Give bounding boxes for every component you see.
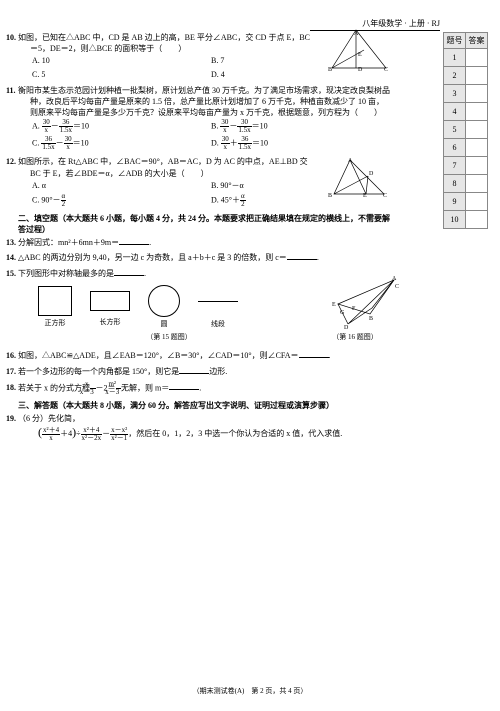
q10-opt-c: C. 5 — [32, 68, 211, 81]
q14-end: . — [317, 253, 319, 262]
ans-cell — [466, 49, 488, 67]
shape-rect: 长方形 — [90, 287, 130, 328]
ans-cell — [466, 211, 488, 229]
svg-text:C: C — [395, 284, 399, 290]
q16-text: 如图，△ABC≌△ADE，且∠EAB＝120°，∠B＝30°，∠CAD＝10°，… — [18, 351, 299, 360]
question-17: 17.若一个多边形的每一个内角都是 150°，则它是边形. — [18, 366, 390, 377]
ans-row: 5 — [444, 121, 466, 139]
ans-row: 6 — [444, 139, 466, 157]
question-19: 19.（6 分）先化简， (x²＋4x＋4)÷x²＋4x²－2x－x－x²x²－… — [18, 413, 390, 442]
q15-caption: （第 15 题图） — [18, 333, 320, 343]
q19-pretext: （6 分）先化简， — [18, 414, 80, 423]
shape-square: 正方形 — [38, 286, 72, 329]
q19-expression: (x²＋4x＋4)÷x²＋4x²－2x－x－x²x²－1，然后在 0，1，2，3… — [18, 424, 390, 442]
svg-text:G: G — [340, 310, 345, 316]
svg-text:B: B — [328, 193, 332, 198]
ans-row: 8 — [444, 175, 466, 193]
q19-posttext: ，然后在 0，1，2，3 中选一个你认为合适的 x 值，代入求值. — [128, 429, 342, 438]
question-11: 11.衡阳市某生态示范园计划种植一批梨树，原计划总产值 30 万千克。为了满足市… — [18, 85, 390, 153]
q11-text: 衡阳市某生态示范园计划种植一批梨树，原计划总产值 30 万千克。为了满足市场需求… — [18, 86, 390, 117]
question-12: A B C D E 12.如图所示，在 Rt△ABC 中，∠BAC＝90°，AB… — [18, 156, 390, 209]
q11-opt-d: D. 30x＋361.5x＝10 — [211, 135, 390, 152]
ans-row: 7 — [444, 157, 466, 175]
ans-cell — [466, 85, 488, 103]
q10-figure: A B C D E — [328, 28, 390, 72]
svg-text:C: C — [384, 67, 388, 72]
svg-text:E: E — [332, 302, 336, 308]
q17-text: 若一个多边形的每一个内角都是 150°，则它是 — [18, 367, 179, 376]
q16-caption: （第 16 题图） — [320, 333, 390, 343]
q13-end: . — [149, 238, 151, 247]
q18-end: . — [199, 383, 201, 392]
ans-cell — [466, 103, 488, 121]
ans-cell — [466, 121, 488, 139]
q12-figure: A B C D E — [328, 156, 390, 198]
svg-text:E: E — [358, 52, 362, 58]
q11-opt-c: C. 361.5x－30x＝10 — [32, 135, 211, 152]
ans-row: 10 — [444, 211, 466, 229]
ans-cell — [466, 67, 488, 85]
q10-text: 如图，已知在△ABC 中，CD 是 AB 边上的高，BE 平分∠ABC，交 CD… — [18, 33, 310, 53]
svg-text:A: A — [354, 31, 359, 37]
svg-text:A: A — [392, 276, 397, 282]
question-15: 15.下列图形中对称轴最多的是. A B C D E F G 正方形 长方形 圆… — [18, 268, 390, 347]
q15-end: . — [144, 269, 146, 278]
svg-text:E: E — [363, 193, 367, 198]
ans-cell — [466, 175, 488, 193]
q15-blank — [114, 268, 144, 276]
q14-text: △ABC 的两边分别为 9,40，另一边 c 为奇数，且 a＋b＋c 是 3 的… — [18, 253, 287, 262]
q12-opt-a: A. α — [32, 179, 211, 192]
question-10: A B C D E 10.如图，已知在△ABC 中，CD 是 AB 边上的高，B… — [18, 32, 390, 81]
section-3-title: 三、解答题（本大题共 8 小题，满分 60 分。解答应写出文字说明、证明过程或演… — [18, 400, 390, 411]
q18-blank — [169, 382, 199, 390]
section-2-title: 二、填空题（本大题共 6 小题，每小题 4 分，共 24 分。本题要求把正确结果… — [18, 213, 390, 235]
ans-row: 9 — [444, 193, 466, 211]
ans-h2: 答案 — [466, 33, 488, 49]
svg-text:C: C — [383, 193, 387, 198]
svg-text:D: D — [344, 325, 349, 330]
shape-circle: 圆 — [148, 285, 180, 330]
ans-row: 1 — [444, 49, 466, 67]
q11-opt-a: A. 30x－361.5x＝10 — [32, 118, 211, 135]
q13-blank — [119, 237, 149, 245]
question-18: 18.若关于 x 的分式方程xx－3－2＝m²x－3无解，则 m＝. — [18, 381, 390, 396]
ans-cell — [466, 139, 488, 157]
q16-blank — [299, 350, 329, 358]
page-footer: （期末测试卷(A) 第 2 页，共 4 页） — [0, 687, 500, 697]
shape-line: 线段 — [198, 285, 238, 330]
q11-opt-b: B. 30x－301.5x＝10 — [211, 118, 390, 135]
q15-text: 下列图形中对称轴最多的是 — [18, 269, 114, 278]
q10-opt-a: A. 10 — [32, 54, 211, 67]
ans-row: 4 — [444, 103, 466, 121]
svg-text:D: D — [369, 171, 374, 177]
question-14: 14.△ABC 的两边分别为 9,40，另一边 c 为奇数，且 a＋b＋c 是 … — [18, 252, 390, 263]
svg-text:A: A — [348, 158, 353, 164]
ans-cell — [466, 157, 488, 175]
q13-text: 分解因式：mn²＋6mn＋9m＝ — [18, 238, 119, 247]
ans-row: 2 — [444, 67, 466, 85]
ans-row: 3 — [444, 85, 466, 103]
q17-blank — [179, 366, 209, 374]
svg-text:B: B — [369, 316, 373, 322]
q16-figure: A B C D E F G — [330, 274, 400, 330]
svg-text:F: F — [352, 306, 356, 312]
q17-end: 边形. — [209, 367, 227, 376]
question-16: 16.如图，△ABC≌△ADE，且∠EAB＝120°，∠B＝30°，∠CAD＝1… — [18, 350, 390, 361]
ans-cell — [466, 193, 488, 211]
answer-table: 题号答案 1 2 3 4 5 6 7 8 9 10 — [443, 32, 488, 229]
q14-blank — [287, 252, 317, 260]
q12-text: 如图所示，在 Rt△ABC 中，∠BAC＝90°，AB＝AC，D 为 AC 的中… — [18, 157, 308, 177]
svg-text:B: B — [328, 67, 332, 72]
q12-opt-c: C. 90°－α2 — [32, 192, 211, 209]
svg-text:D: D — [358, 67, 363, 72]
question-13: 13.分解因式：mn²＋6mn＋9m＝. — [18, 237, 390, 248]
ans-h1: 题号 — [444, 33, 466, 49]
q16-end: . — [329, 351, 331, 360]
q18-posttext: 无解，则 m＝ — [121, 383, 169, 392]
